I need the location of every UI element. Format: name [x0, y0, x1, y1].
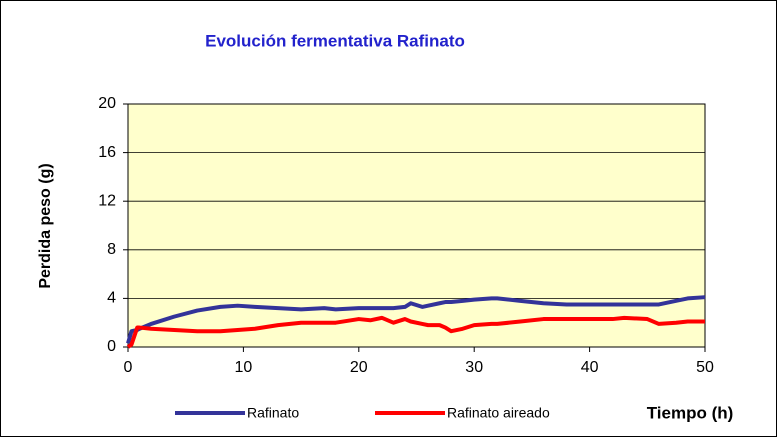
y-tick-label: 4	[107, 290, 116, 307]
y-tick-label: 0	[107, 338, 116, 355]
x-axis-label: Tiempo (h)	[647, 403, 734, 422]
x-tick-label: 0	[124, 359, 133, 376]
chart-title: Evolución fermentativa Rafinato	[205, 31, 465, 50]
plot-area	[127, 103, 706, 348]
legend-label: Rafinato	[247, 405, 299, 421]
x-tick-label: 40	[581, 359, 599, 376]
x-tick-label: 50	[696, 359, 714, 376]
series-line	[126, 315, 705, 349]
y-axis-label: Perdida peso (g)	[37, 163, 54, 288]
x-tick-label: 30	[465, 359, 483, 376]
y-tick-label: 12	[98, 192, 116, 209]
x-tick-label: 10	[235, 359, 253, 376]
y-tick-label: 20	[98, 95, 116, 112]
y-tick-label: 16	[98, 144, 116, 161]
legend-label: Rafinato aireado	[447, 405, 550, 421]
series-line	[126, 295, 706, 344]
y-tick-label: 8	[107, 241, 116, 258]
x-tick-label: 20	[350, 359, 368, 376]
